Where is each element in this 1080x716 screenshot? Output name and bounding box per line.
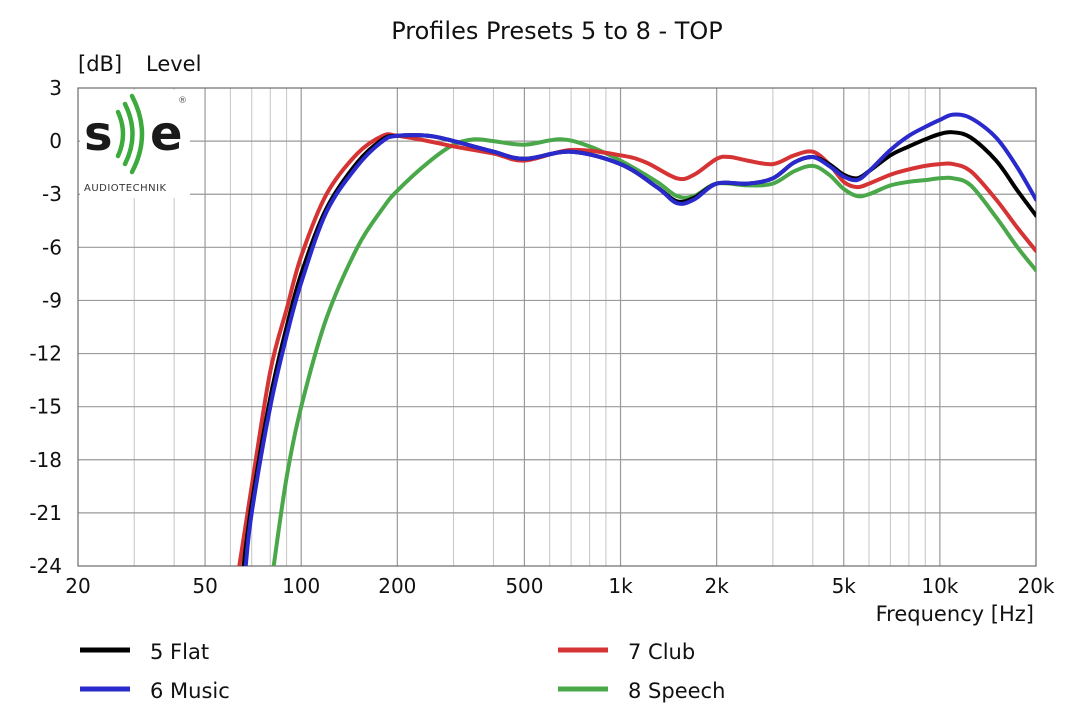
y-tick-label: -21 bbox=[29, 501, 62, 525]
x-tick-label: 1k bbox=[608, 574, 633, 598]
plot-frame bbox=[77, 87, 1037, 567]
y-tick-label: -15 bbox=[29, 395, 62, 419]
x-tick-label: 200 bbox=[378, 574, 416, 598]
x-tick-label: 2k bbox=[705, 574, 730, 598]
chart-title: Profiles Presets 5 to 8 - TOP bbox=[391, 17, 723, 45]
y-tick-label: 3 bbox=[49, 76, 62, 100]
legend-label-6-music: 6 Music bbox=[150, 679, 230, 703]
x-tick-label: 5k bbox=[832, 574, 857, 598]
logo-registered-mark: ® bbox=[178, 96, 187, 106]
logo-letter-e: e bbox=[150, 106, 183, 162]
legend-label-7-club: 7 Club bbox=[628, 640, 695, 664]
x-axis-label: Frequency [Hz] bbox=[876, 602, 1034, 626]
legend-label-8-speech: 8 Speech bbox=[628, 679, 725, 703]
y-tick-label: -6 bbox=[42, 235, 62, 259]
series-lines bbox=[237, 112, 1036, 566]
x-tick-label: 20 bbox=[65, 574, 90, 598]
y-axis-unit: [dB] bbox=[78, 52, 122, 76]
x-tick-label: 100 bbox=[282, 574, 320, 598]
logo-wave-icon bbox=[115, 93, 145, 175]
x-tick-label: 20k bbox=[1017, 574, 1054, 598]
logo-letter-s: s bbox=[84, 106, 113, 162]
legend-label-5-flat: 5 Flat bbox=[150, 640, 209, 664]
y-tick-label: -18 bbox=[29, 448, 62, 472]
series-line-6-music bbox=[243, 112, 1036, 566]
x-tick-label: 10k bbox=[921, 574, 958, 598]
x-tick-label: 50 bbox=[192, 574, 217, 598]
logo-text: AUDIOTECHNIK bbox=[84, 183, 167, 194]
y-tick-label: -3 bbox=[42, 182, 62, 206]
x-tick-label: 500 bbox=[505, 574, 543, 598]
se-audiotechnik-logo: s e ® AUDIOTECHNIK bbox=[80, 90, 190, 198]
y-tick-label: -12 bbox=[29, 342, 62, 366]
y-tick-labels: 3 0 -3 -6 -9 -12 -15 -18 -21 -24 bbox=[29, 76, 62, 578]
y-tick-label: -24 bbox=[29, 554, 62, 578]
grid bbox=[78, 88, 1036, 566]
y-tick-label: -9 bbox=[42, 288, 62, 312]
legend: 5 Flat 6 Music 7 Club 8 Speech bbox=[80, 640, 725, 703]
y-axis-label: Level bbox=[146, 52, 201, 76]
x-tick-labels: 20 50 100 200 500 1k 2k 5k 10k 20k bbox=[65, 574, 1055, 598]
y-tick-label: 0 bbox=[49, 129, 62, 153]
series-line-7-club bbox=[237, 132, 1036, 566]
